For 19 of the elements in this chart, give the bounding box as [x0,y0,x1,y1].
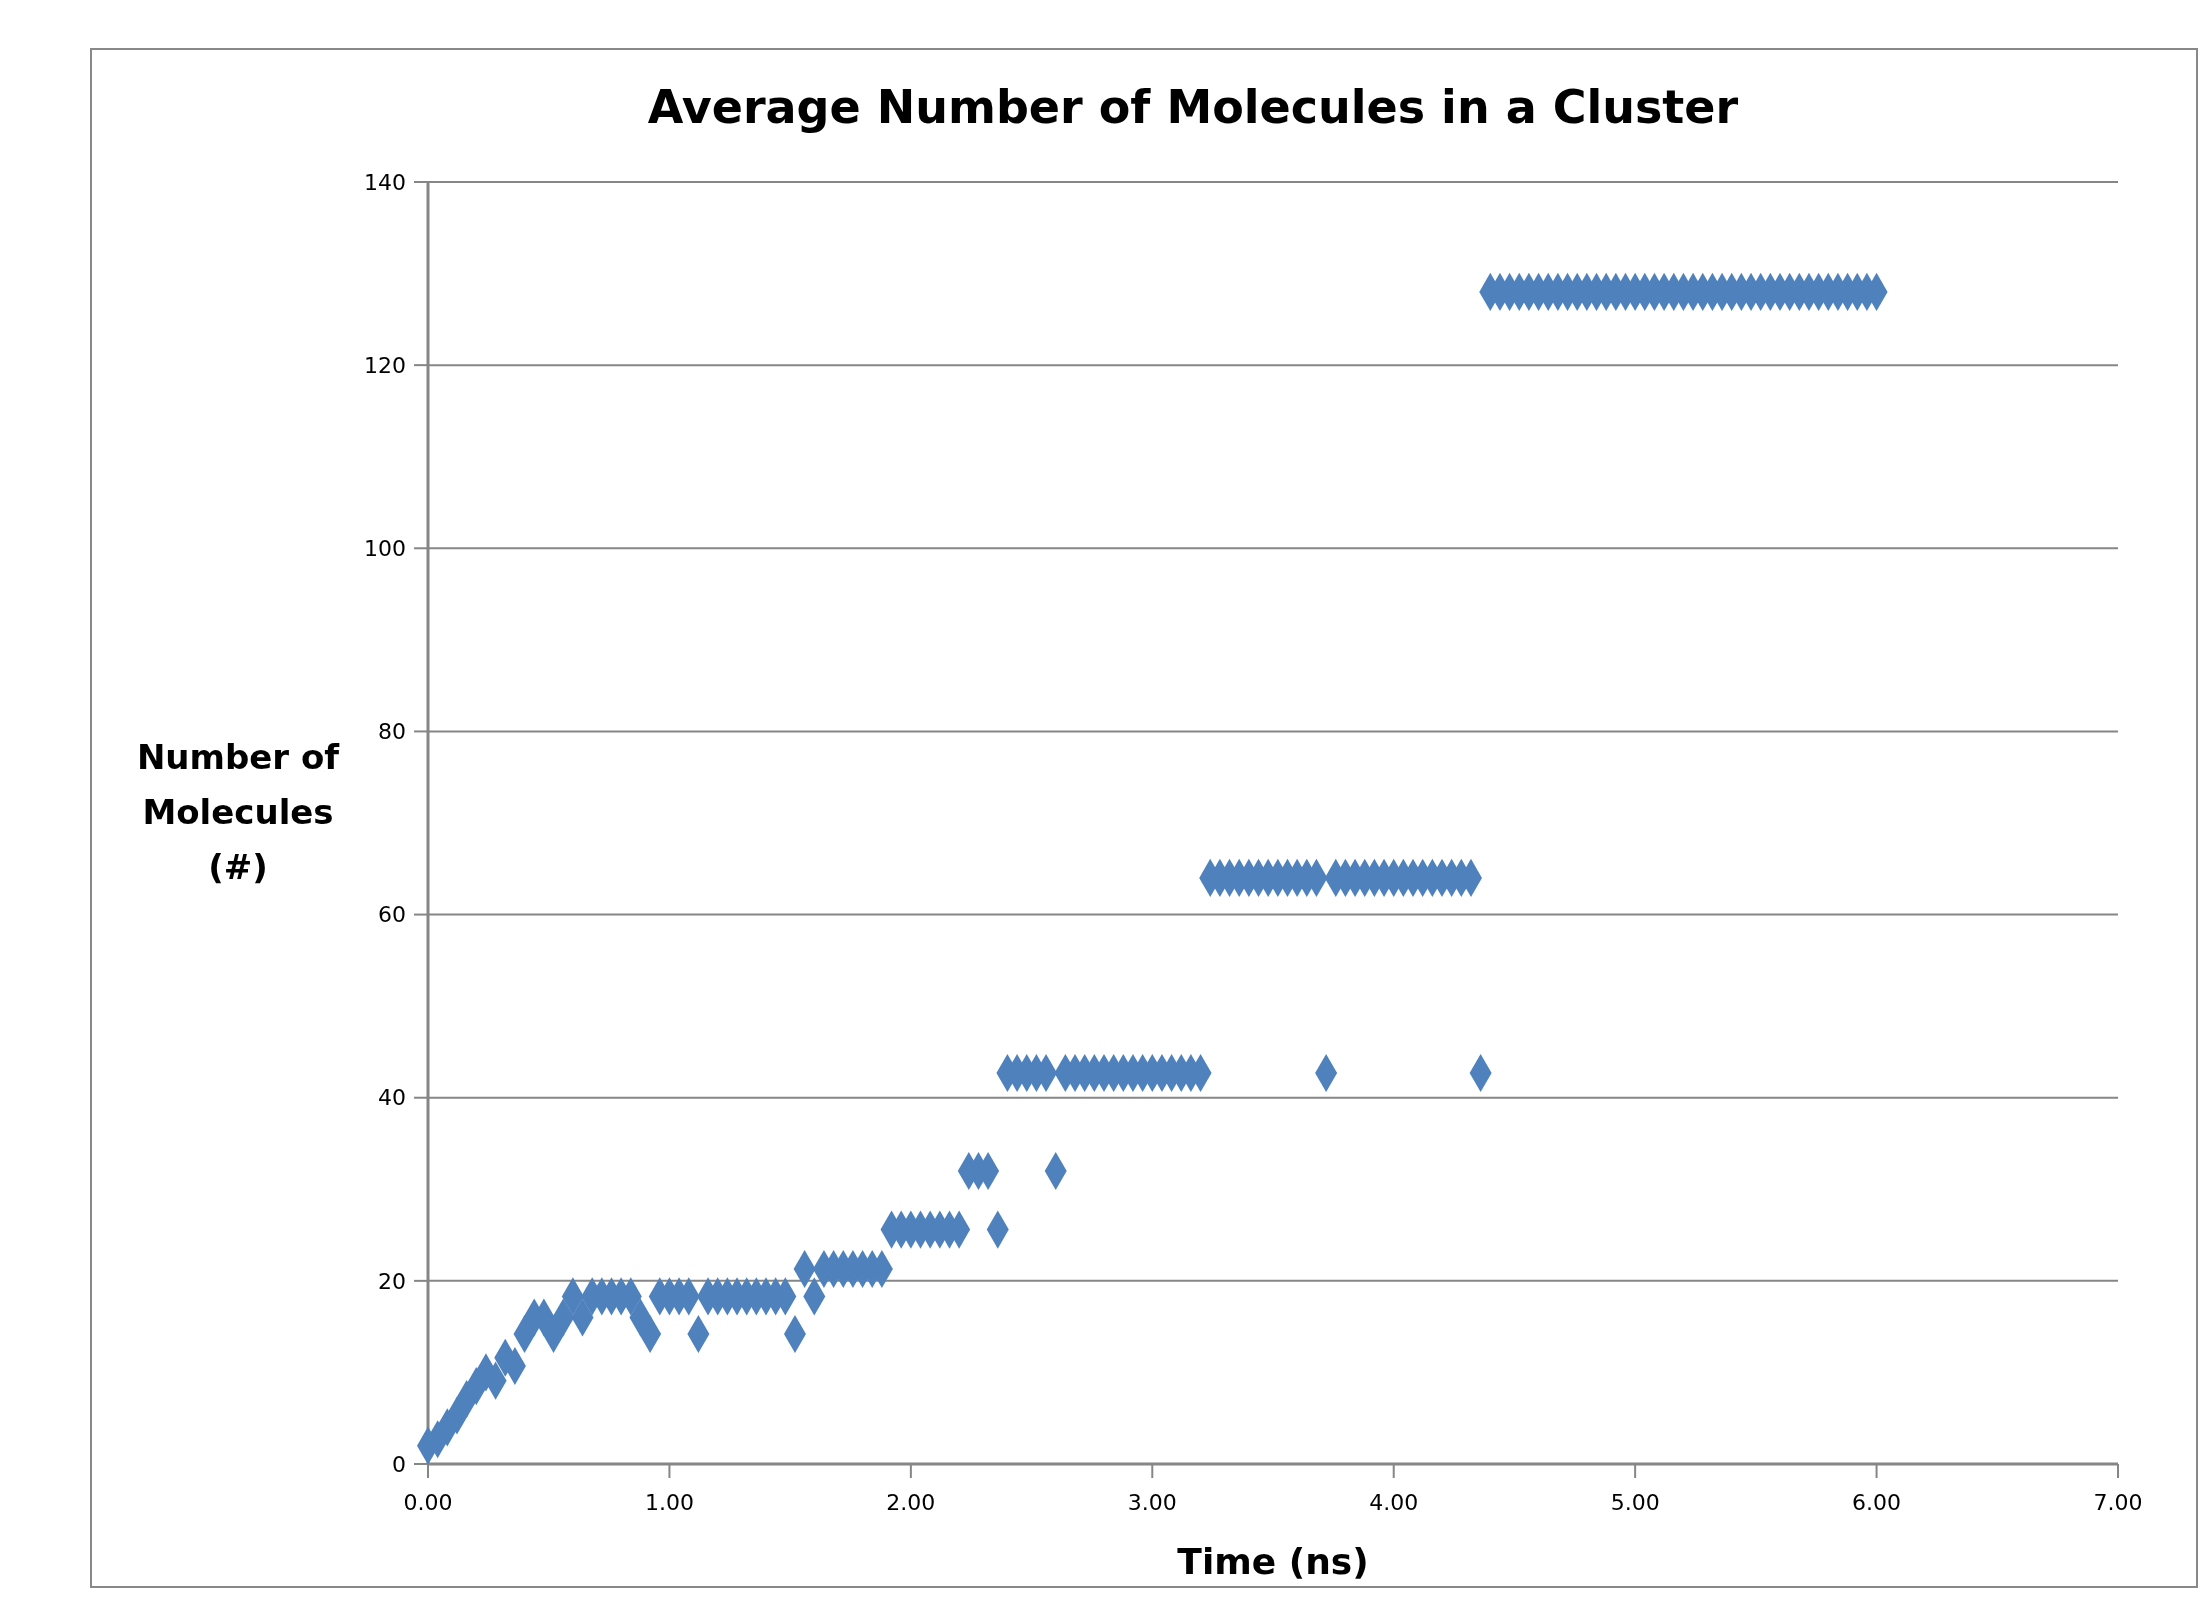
x-axis-title: Time (ns) [1177,1541,1369,1582]
y-tick-label: 120 [364,352,406,378]
y-tick-label: 60 [378,902,406,928]
x-tick-label: 4.00 [1369,1490,1419,1515]
y-tick-label: 140 [364,169,406,195]
x-tick-label: 5.00 [1610,1490,1660,1515]
x-tick-label: 6.00 [1852,1490,1902,1515]
y-tick-label: 100 [364,535,406,561]
x-tick-label: 0.00 [403,1490,453,1515]
y-tick-label: 0 [392,1451,406,1477]
chart-title: Average Number of Molecules in a Cluster [647,80,1739,134]
x-tick-label: 3.00 [1127,1490,1177,1515]
y-tick-label: 80 [378,719,406,745]
x-tick-label: 7.00 [2093,1490,2143,1515]
y-tick-label: 40 [378,1085,406,1111]
y-tick-label: 20 [378,1268,406,1294]
y-axis-title: Number of Molecules (#) [136,737,341,887]
x-tick-label: 2.00 [886,1490,936,1515]
x-tick-label: 1.00 [644,1490,694,1515]
